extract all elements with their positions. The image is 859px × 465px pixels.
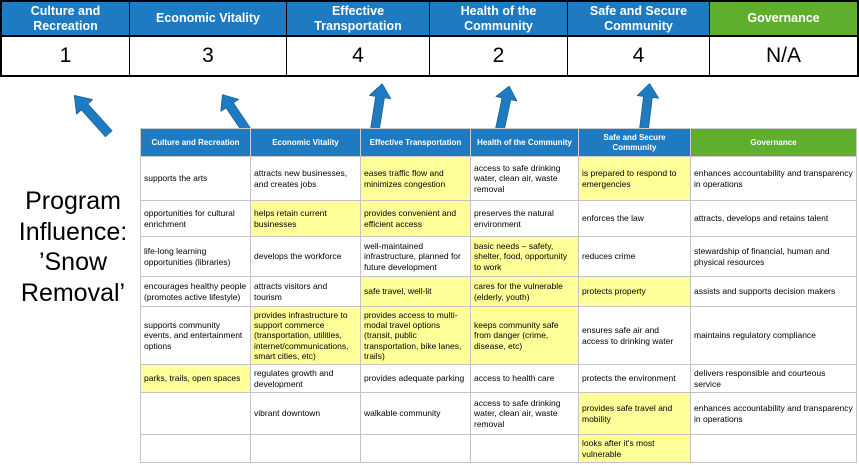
matrix-row-1: supports the arts attracts new businesses… xyxy=(140,156,857,201)
up-arrow-culture-and-recreation xyxy=(66,88,117,141)
page-title: Program Influence: ’Snow Removal’ xyxy=(18,187,128,307)
matrix-cell-attracts-new-businesses-and-creates-jobs: attracts new businesses, and creates job… xyxy=(250,156,361,201)
up-arrow-safe-and-secure-community xyxy=(633,82,660,130)
matrix-cell-enforces-the-law: enforces the law xyxy=(578,200,691,237)
summary-header-economic-vitality: Economic Vitality xyxy=(130,2,287,35)
matrix-cell-maintains-regulatory-compliance: maintains regulatory compliance xyxy=(690,306,857,365)
matrix-cell-supports-community-events-and-entertainm: supports community events, and entertain… xyxy=(140,306,251,365)
matrix-row-5: supports community events, and entertain… xyxy=(140,306,857,365)
matrix-header-effective-transportation: Effective Transportation xyxy=(360,128,471,157)
matrix-cell-regulates-growth-and-development: regulates growth and development xyxy=(250,364,361,393)
summary-score-effective-transportation: 4 xyxy=(287,37,430,75)
summary-header-health-of-the-community: Health of the Community xyxy=(430,2,568,35)
matrix-cell-enhances-accountability-and-transparency: enhances accountability and transparency… xyxy=(690,392,857,435)
matrix-cell-life-long-learning-opportunities-librari: life-long learning opportunities (librar… xyxy=(140,236,251,277)
matrix-row-7: vibrant downtown walkable community access… xyxy=(140,392,857,435)
matrix-cell-well-maintained-infrastructure-planned-f: well-maintained infrastructure, planned … xyxy=(360,236,471,277)
matrix-cell-cares-for-the-vulnerable-elderly-youth: cares for the vulnerable (elderly, youth… xyxy=(470,276,579,307)
matrix-cell-encourages-healthy-people-promotes-activ: encourages healthy people (promotes acti… xyxy=(140,276,251,307)
matrix-cell-preserves-the-natural-environment: preserves the natural environment xyxy=(470,200,579,237)
matrix-header-culture-and-recreation: Culture and Recreation xyxy=(140,128,251,157)
summary-header-row: Culture and Recreation Economic Vitality E… xyxy=(2,2,857,37)
matrix-cell-empty xyxy=(140,392,251,435)
matrix-cell-empty xyxy=(360,434,471,463)
matrix-cell-opportunities-for-cultural-enrichment: opportunities for cultural enrichment xyxy=(140,200,251,237)
matrix-cell-helps-retain-current-businesses: helps retain current businesses xyxy=(250,200,361,237)
matrix-cell-vibrant-downtown: vibrant downtown xyxy=(250,392,361,435)
matrix-cell-provides-adequate-parking: provides adequate parking xyxy=(360,364,471,393)
matrix-row-2: opportunities for cultural enrichment hel… xyxy=(140,200,857,237)
summary-score-economic-vitality: 3 xyxy=(130,37,287,75)
matrix-cell-empty xyxy=(140,434,251,463)
matrix-header-row: Culture and Recreation Economic Vitality E… xyxy=(140,128,857,157)
matrix-row-8: looks after it's most vulnerable xyxy=(140,434,857,463)
matrix-header-health-of-the-community: Health of the Community xyxy=(470,128,579,157)
matrix-cell-attracts-visitors-and-tourism: attracts visitors and tourism xyxy=(250,276,361,307)
matrix-cell-empty xyxy=(250,434,361,463)
matrix-cell-delivers-responsible-and-courteous-servi: delivers responsible and courteous servi… xyxy=(690,364,857,393)
matrix-cell-provides-access-to-multi-modal-travel-op: provides access to multi-modal travel op… xyxy=(360,306,471,365)
matrix-cell-looks-after-it-s-most-vulnerable: looks after it's most vulnerable xyxy=(578,434,691,463)
matrix-header-governance: Governance xyxy=(690,128,857,157)
summary-header-safe-and-secure-community: Safe and Secure Community xyxy=(568,2,710,35)
matrix-cell-protects-property: protects property xyxy=(578,276,691,307)
summary-header-culture-and-recreation: Culture and Recreation xyxy=(2,2,130,35)
matrix-cell-basic-needs-safety-shelter-food-opportun: basic needs – safety, shelter, food, opp… xyxy=(470,236,579,277)
matrix-cell-provides-infrastructure-to-support-comme: provides infrastructure to support comme… xyxy=(250,306,361,365)
matrix-cell-enhances-accountability-and-transparency: enhances accountability and transparency… xyxy=(690,156,857,201)
matrix-cell-safe-travel-well-lit: safe travel, well-lit xyxy=(360,276,471,307)
influence-matrix: Culture and Recreation Economic Vitality E… xyxy=(140,128,857,463)
summary-score-row: 1 3 4 2 4 N/A xyxy=(2,37,857,75)
up-arrow-health-of-the-community xyxy=(489,84,520,132)
matrix-cell-develops-the-workforce: develops the workforce xyxy=(250,236,361,277)
matrix-cell-ensures-safe-air-and-access-to-drinking-: ensures safe air and access to drinking … xyxy=(578,306,691,365)
matrix-cell-provides-safe-travel-and-mobility: provides safe travel and mobility xyxy=(578,392,691,435)
matrix-row-3: life-long learning opportunities (librar… xyxy=(140,236,857,277)
up-arrow-effective-transportation xyxy=(364,82,393,131)
matrix-cell-keeps-community-safe-from-danger-crime-d: keeps community safe from danger (crime,… xyxy=(470,306,579,365)
matrix-row-6: parks, trails, open spaces regulates grow… xyxy=(140,364,857,393)
matrix-cell-parks-trails-open-spaces: parks, trails, open spaces xyxy=(140,364,251,393)
matrix-cell-empty xyxy=(470,434,579,463)
matrix-cell-reduces-crime: reduces crime xyxy=(578,236,691,277)
matrix-cell-protects-the-environment: protects the environment xyxy=(578,364,691,393)
summary-score-governance: N/A xyxy=(710,37,857,75)
matrix-body: supports the arts attracts new businesses… xyxy=(140,156,857,463)
matrix-cell-access-to-health-care: access to health care xyxy=(470,364,579,393)
summary-score-culture-and-recreation: 1 xyxy=(2,37,130,75)
matrix-cell-attracts-develops-and-retains-talent: attracts, develops and retains talent xyxy=(690,200,857,237)
summary-header-governance: Governance xyxy=(710,2,857,35)
summary-score-health-of-the-community: 2 xyxy=(430,37,568,75)
matrix-cell-is-prepared-to-respond-to-emergencies: is prepared to respond to emergencies xyxy=(578,156,691,201)
matrix-row-4: encourages healthy people (promotes acti… xyxy=(140,276,857,307)
summary-header-effective-transportation: Effective Transportation xyxy=(287,2,430,35)
matrix-cell-access-to-safe-drinking-water-clean-air-: access to safe drinking water, clean air… xyxy=(470,392,579,435)
matrix-header-economic-vitality: Economic Vitality xyxy=(250,128,361,157)
matrix-cell-supports-the-arts: supports the arts xyxy=(140,156,251,201)
matrix-cell-assists-and-supports-decision-makers: assists and supports decision makers xyxy=(690,276,857,307)
matrix-cell-eases-traffic-flow-and-minimizes-congest: eases traffic flow and minimizes congest… xyxy=(360,156,471,201)
matrix-cell-access-to-safe-drinking-water-clean-air-: access to safe drinking water, clean air… xyxy=(470,156,579,201)
matrix-header-safe-and-secure-community: Safe and Secure Community xyxy=(578,128,691,157)
matrix-cell-walkable-community: walkable community xyxy=(360,392,471,435)
matrix-cell-provides-convenient-and-efficient-access: provides convenient and efficient access xyxy=(360,200,471,237)
summary-score-safe-and-secure-community: 4 xyxy=(568,37,710,75)
matrix-cell-stewardship-of-financial-human-and-physi: stewardship of financial, human and phys… xyxy=(690,236,857,277)
score-summary-table: Culture and Recreation Economic Vitality E… xyxy=(0,0,859,77)
matrix-cell-empty xyxy=(690,434,857,463)
